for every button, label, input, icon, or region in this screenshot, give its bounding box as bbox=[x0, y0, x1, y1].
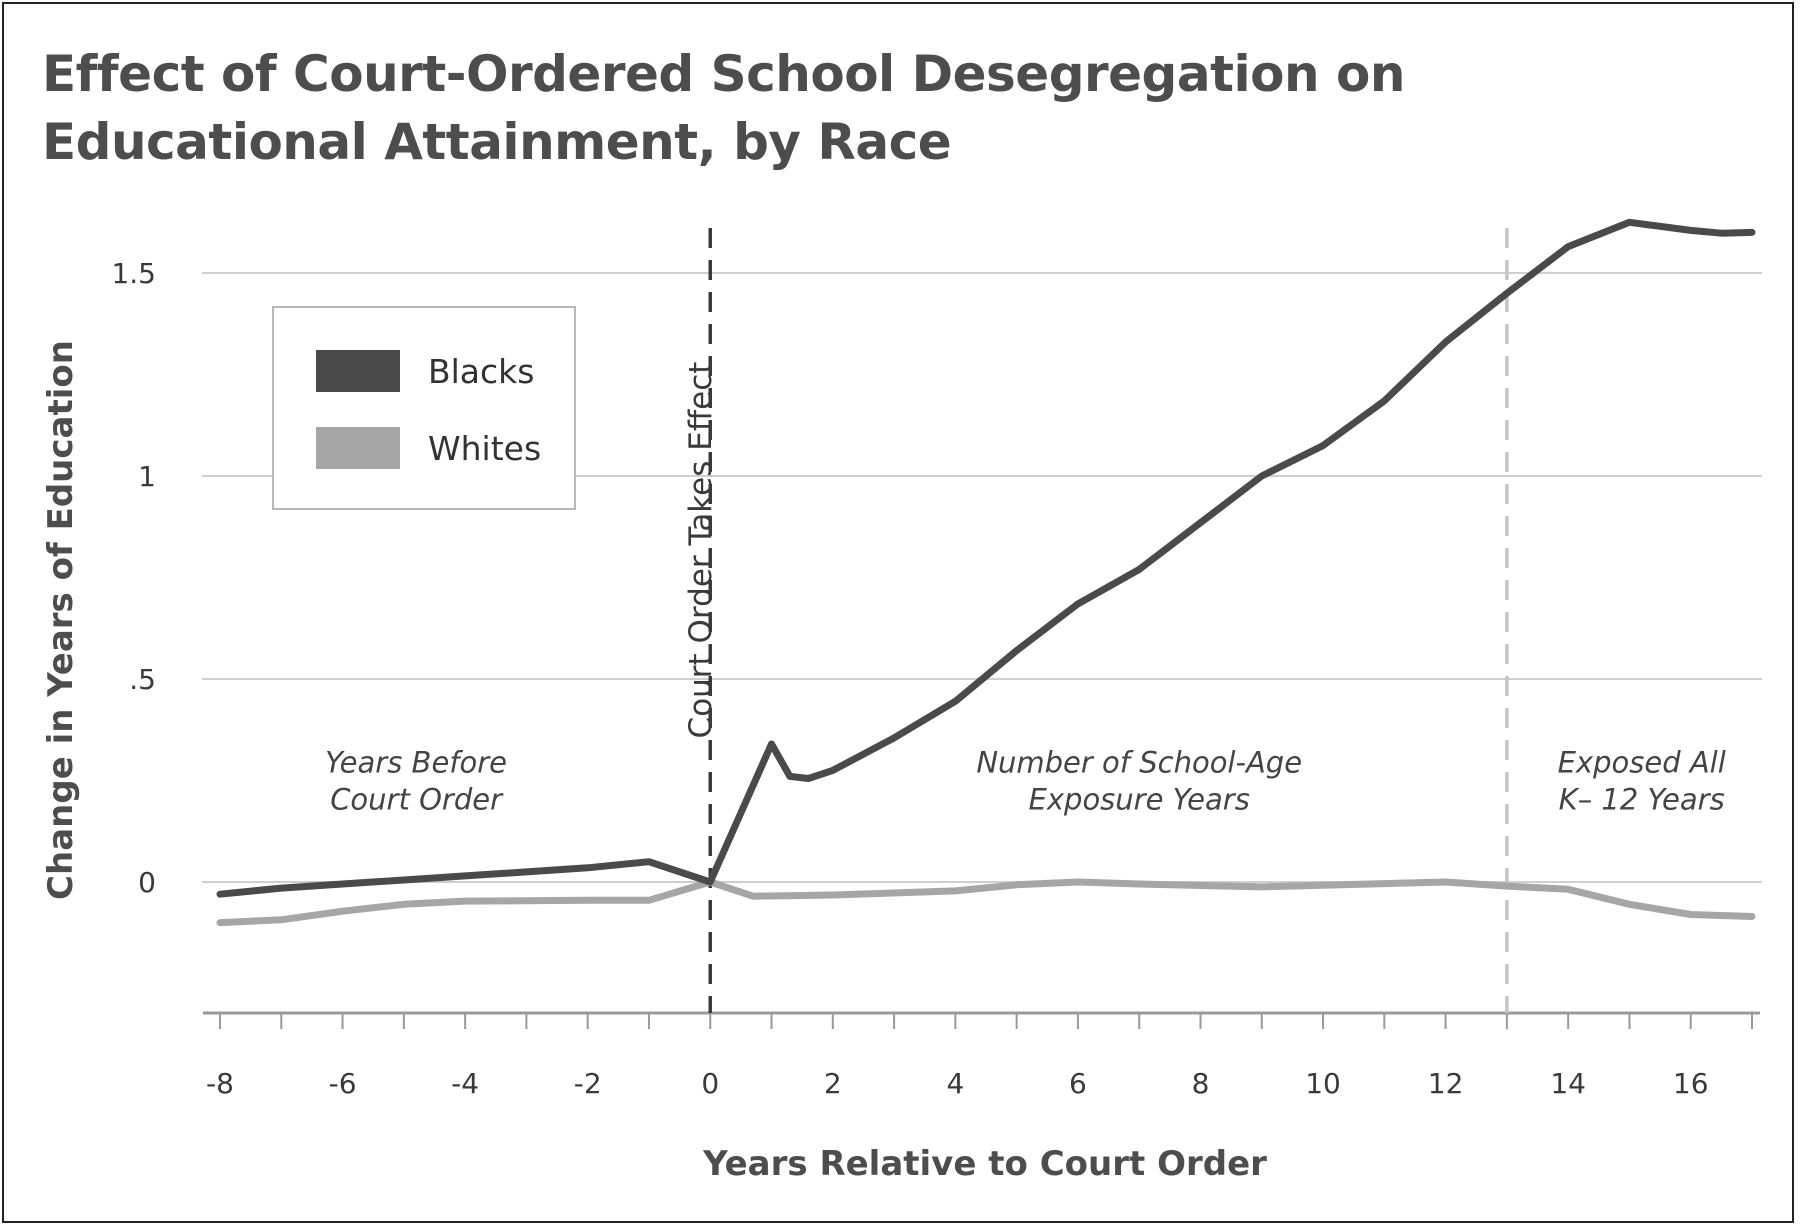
series-line-blacks bbox=[216, 218, 1756, 898]
series-lines bbox=[216, 218, 1756, 927]
x-tick-label-10: 12 bbox=[1428, 1067, 1464, 1100]
y-tick-label-3: 1.5 bbox=[111, 257, 156, 290]
region-annotation-1-line-1: Exposure Years bbox=[1029, 782, 1250, 816]
series-line-whites bbox=[216, 878, 1756, 927]
legend-box bbox=[272, 306, 576, 510]
gridlines: 0 .5 1 1.5 bbox=[111, 257, 1762, 899]
legend-swatch-whites bbox=[316, 427, 400, 469]
y-tick-label-1: .5 bbox=[129, 663, 156, 696]
reference-line-label: Court Order Takes Effect bbox=[683, 362, 719, 739]
x-tick-label-7: 6 bbox=[1069, 1067, 1087, 1100]
region-annotation-2-line-1: K– 12 Years bbox=[1559, 782, 1725, 816]
x-tick-label-11: 14 bbox=[1550, 1067, 1586, 1100]
y-axis-title: Change in Years of Education bbox=[41, 340, 81, 900]
x-tick-label-5: 2 bbox=[824, 1067, 842, 1100]
x-tick-label-2: -4 bbox=[451, 1067, 479, 1100]
y-tick-label-0: 0 bbox=[138, 866, 156, 899]
x-tick-label-9: 10 bbox=[1305, 1067, 1341, 1100]
x-tick-label-8: 8 bbox=[1192, 1067, 1210, 1100]
y-tick-label-2: 1 bbox=[138, 460, 156, 493]
region-annotation-0-line-1: Court Order bbox=[330, 782, 504, 816]
axes: -8 -6 -4 -2 0 2 4 6 8 10 12 14 16 bbox=[203, 1011, 1760, 1100]
region-annotation-0-line-0: Years Before bbox=[325, 745, 507, 779]
x-tick-label-3: -2 bbox=[574, 1067, 602, 1100]
region-annotation-1-line-0: Number of School-Age bbox=[976, 745, 1302, 779]
x-axis-title: Years Relative to Court Order bbox=[702, 1144, 1267, 1184]
region-annotation-2-line-0: Exposed All bbox=[1558, 745, 1726, 779]
x-tick-label-1: -6 bbox=[329, 1067, 357, 1100]
reference-lines: Court Order Takes Effect bbox=[683, 228, 1509, 1013]
legend-label-blacks: Blacks bbox=[428, 352, 534, 391]
x-tick-label-6: 4 bbox=[946, 1067, 964, 1100]
x-tick-label-12: 16 bbox=[1673, 1067, 1709, 1100]
legend: Blacks Whites bbox=[272, 306, 576, 510]
legend-swatch-blacks bbox=[316, 350, 400, 392]
x-tick-label-4: 0 bbox=[701, 1067, 719, 1100]
x-tick-label-0: -8 bbox=[206, 1067, 234, 1100]
chart-title: Effect of Court-Ordered School Desegrega… bbox=[42, 45, 1405, 171]
legend-label-whites: Whites bbox=[428, 429, 541, 468]
